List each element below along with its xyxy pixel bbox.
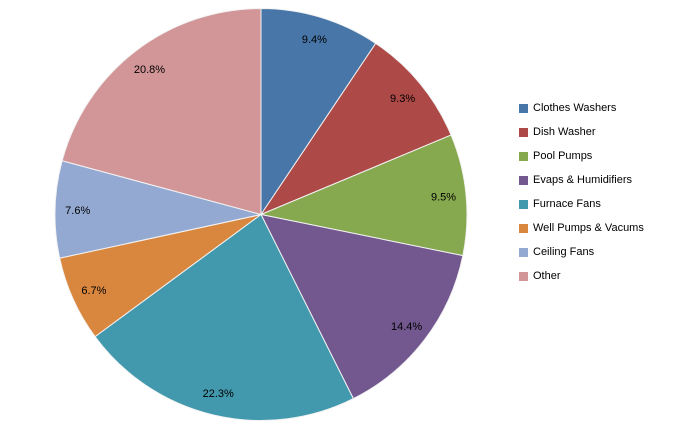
legend-swatch xyxy=(519,199,528,209)
legend-item: Ceiling Fans xyxy=(519,240,644,264)
legend-item: Dish Washer xyxy=(519,120,644,144)
pie-slice-3 xyxy=(260,214,464,400)
legend-swatch xyxy=(519,151,528,161)
slice-label: 22.3% xyxy=(203,388,234,400)
legend-item: Well Pumps & Vacums xyxy=(519,216,644,240)
pie-slice-1 xyxy=(260,42,452,215)
pie-slice-2 xyxy=(260,134,468,257)
legend-label: Other xyxy=(533,269,561,282)
legend-swatch xyxy=(519,247,528,257)
legend-swatch xyxy=(519,103,528,113)
legend-label: Clothes Washers xyxy=(533,101,617,114)
legend-label: Pool Pumps xyxy=(533,149,593,162)
legend-label: Well Pumps & Vacums xyxy=(533,221,644,234)
slice-label: 20.8% xyxy=(134,64,165,76)
legend-swatch xyxy=(519,223,528,233)
slice-label: 9.3% xyxy=(390,93,415,105)
legend-label: Evaps & Humidifiers xyxy=(533,173,633,186)
legend-label: Furnace Fans xyxy=(533,197,601,210)
legend-item: Other xyxy=(519,264,644,288)
legend-swatch xyxy=(519,127,528,137)
pie-slice-6 xyxy=(54,160,262,259)
slice-label: 14.4% xyxy=(391,321,422,333)
legend-label: Ceiling Fans xyxy=(533,245,595,258)
slice-label: 9.4% xyxy=(302,34,327,46)
legend-swatch xyxy=(519,271,528,281)
slice-label: 6.7% xyxy=(81,285,106,297)
legend-item: Evaps & Humidifiers xyxy=(519,168,644,192)
legend-item: Furnace Fans xyxy=(519,192,644,216)
pie-slice-0 xyxy=(260,8,377,215)
slice-label: 9.5% xyxy=(431,192,456,204)
legend-item: Clothes Washers xyxy=(519,96,644,120)
legend-swatch xyxy=(519,175,528,185)
legend-item: Pool Pumps xyxy=(519,144,644,168)
legend: Clothes Washers Dish Washer Pool Pumps Evap… xyxy=(519,96,644,288)
legend-label: Dish Washer xyxy=(533,125,596,138)
pie-slice-7 xyxy=(61,8,262,215)
slice-label: 7.6% xyxy=(65,205,90,217)
pie-slice-4 xyxy=(94,214,354,421)
